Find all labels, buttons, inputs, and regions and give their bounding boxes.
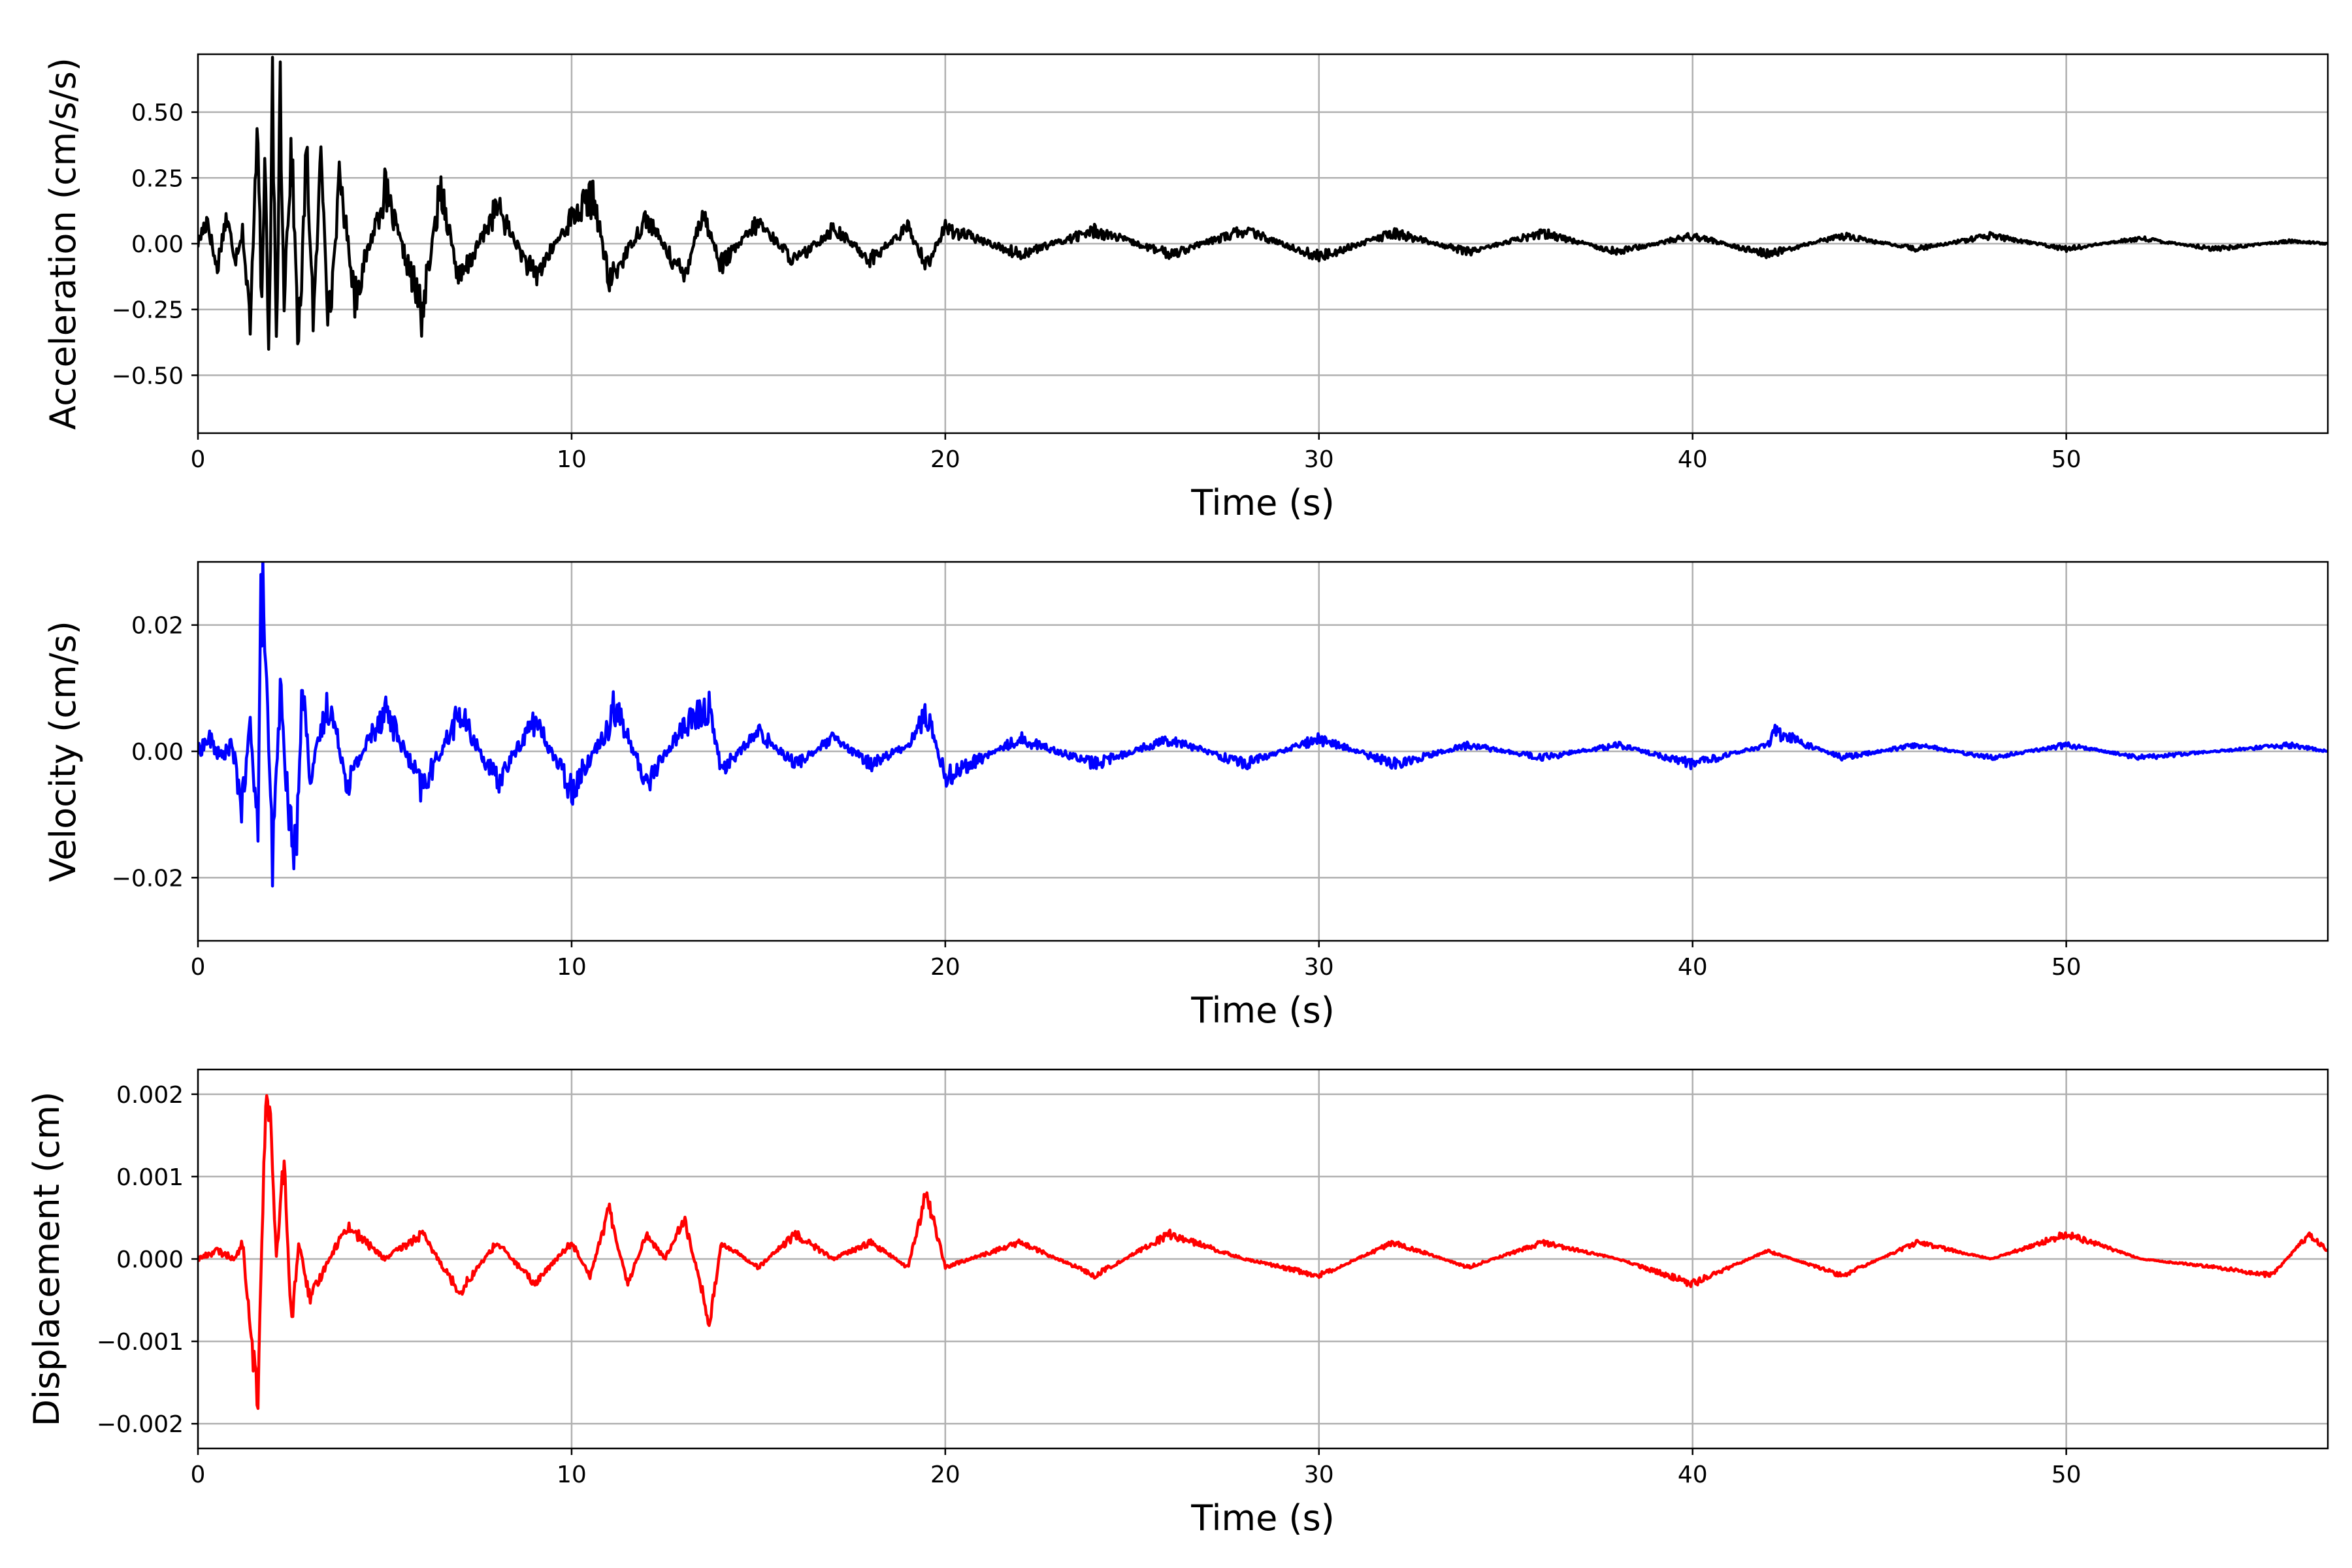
velocity-series-line bbox=[198, 562, 2328, 888]
velocity-x-axis-label: Time (s) bbox=[1190, 990, 1335, 1031]
velocity-x-tick-label: 10 bbox=[557, 954, 587, 981]
displacement-y-tick-label: 0.000 bbox=[116, 1247, 184, 1273]
displacement-y-tick-label: 0.002 bbox=[116, 1082, 184, 1109]
displacement-x-tick-label: 40 bbox=[1678, 1462, 1708, 1488]
velocity-x-tick-label: 50 bbox=[2051, 954, 2082, 981]
velocity-panel: 0 10 20 30 40 50 0.02 0.00 −0.02 Time (s) Velocity… bbox=[42, 561, 2329, 1031]
acceleration-x-tick-label: 50 bbox=[2051, 446, 2082, 473]
displacement-x-tick-label: 10 bbox=[557, 1462, 587, 1488]
acceleration-x-tick-label: 0 bbox=[191, 446, 206, 473]
acceleration-panel: 0 10 20 30 40 50 0.50 0.25 0.00 −0.25 −0.50 Time (s… bbox=[42, 53, 2329, 523]
acceleration-x-tick-label: 40 bbox=[1678, 446, 1708, 473]
acceleration-y-tick-label: 0.00 bbox=[131, 231, 184, 258]
displacement-x-tick-label: 0 bbox=[191, 1462, 206, 1488]
velocity-x-tick-label: 20 bbox=[930, 954, 960, 981]
acceleration-x-tick-label: 30 bbox=[1304, 446, 1334, 473]
displacement-panel: 0 10 20 30 40 50 0.002 0.001 0.000 −0.001 −0.002 Ti… bbox=[26, 1068, 2329, 1539]
displacement-x-tick-label: 20 bbox=[930, 1462, 960, 1488]
displacement-y-tick-label: −0.001 bbox=[97, 1329, 184, 1356]
acceleration-y-tick-label: −0.25 bbox=[112, 297, 184, 324]
velocity-x-tick-label: 30 bbox=[1304, 954, 1334, 981]
velocity-y-axis-label: Velocity (cm/s) bbox=[42, 621, 84, 882]
acceleration-x-tick-label: 10 bbox=[557, 446, 587, 473]
acceleration-y-axis-label: Acceleration (cm/s/s) bbox=[42, 57, 84, 430]
acceleration-x-axis-label: Time (s) bbox=[1190, 482, 1335, 523]
acceleration-x-tick-label: 20 bbox=[930, 446, 960, 473]
displacement-x-axis-label: Time (s) bbox=[1190, 1497, 1335, 1539]
displacement-series-line bbox=[198, 1094, 2328, 1411]
acceleration-y-tick-label: 0.50 bbox=[131, 100, 184, 127]
displacement-y-tick-label: −0.002 bbox=[97, 1411, 184, 1438]
displacement-x-tick-label: 30 bbox=[1304, 1462, 1334, 1488]
velocity-y-tick-label: −0.02 bbox=[112, 865, 184, 892]
acceleration-y-tick-label: −0.50 bbox=[112, 363, 184, 389]
velocity-y-tick-label: 0.02 bbox=[131, 613, 184, 640]
displacement-x-tick-label: 50 bbox=[2051, 1462, 2082, 1488]
displacement-y-axis-label: Displacement (cm) bbox=[26, 1092, 67, 1427]
velocity-x-tick-label: 40 bbox=[1678, 954, 1708, 981]
acceleration-y-tick-label: 0.25 bbox=[131, 165, 184, 192]
acceleration-series-line bbox=[198, 56, 2328, 351]
displacement-y-tick-label: 0.001 bbox=[116, 1164, 184, 1191]
velocity-y-tick-label: 0.00 bbox=[131, 739, 184, 766]
velocity-x-tick-label: 0 bbox=[191, 954, 206, 981]
